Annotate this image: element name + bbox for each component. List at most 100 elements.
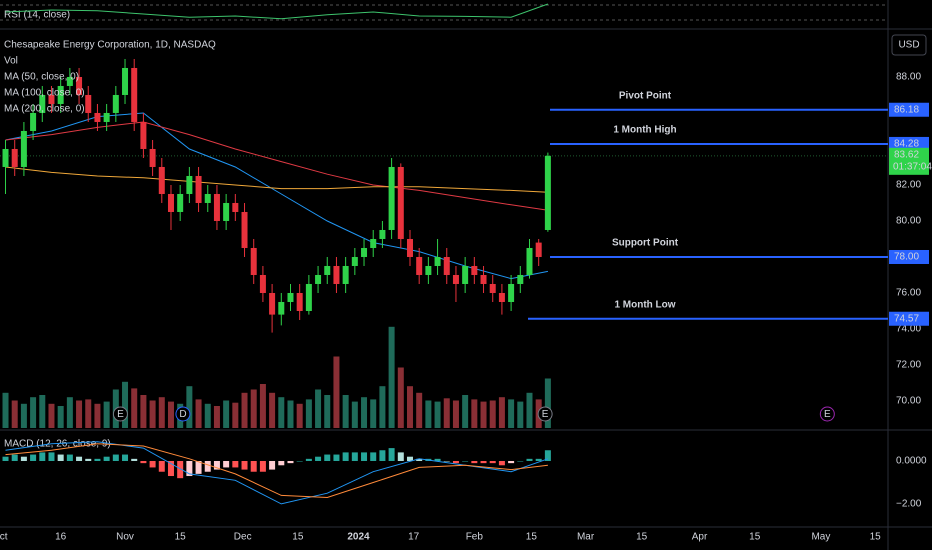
candle-body <box>489 283 496 293</box>
candle-body <box>333 265 340 284</box>
volume-bar <box>140 395 147 428</box>
macd-histogram <box>452 460 459 464</box>
candle-body <box>278 301 285 315</box>
x-tick-label: 15 <box>175 532 187 543</box>
candle-body <box>11 148 18 167</box>
volume-bar <box>259 384 266 428</box>
candle-body <box>57 85 64 104</box>
candle-body <box>351 256 358 266</box>
candle-body <box>342 265 349 284</box>
candle-body <box>296 292 303 311</box>
candle-body <box>498 292 505 302</box>
volume-bar <box>48 403 55 428</box>
y-tick-label: 70.00 <box>896 396 921 407</box>
level-name: Pivot Point <box>619 90 672 101</box>
macd-tick-label: −2.00 <box>896 499 922 510</box>
volume-bar <box>66 397 73 428</box>
level-price-label: 86.18 <box>894 104 919 115</box>
volume-bar <box>167 401 174 428</box>
macd-histogram <box>489 460 496 464</box>
x-tick-label: Nov <box>116 532 134 543</box>
event-label: E <box>542 409 549 420</box>
macd-histogram <box>370 452 377 461</box>
candle-body <box>462 265 469 284</box>
currency[interactable]: USD <box>898 40 919 51</box>
macd-histogram <box>11 454 18 461</box>
volume-bar <box>195 399 202 428</box>
candle-body <box>39 94 46 113</box>
macd-histogram <box>213 460 220 470</box>
macd-histogram <box>517 460 524 462</box>
candle-body <box>480 274 487 284</box>
signal-line <box>5 443 548 499</box>
candle-body <box>526 247 533 275</box>
macd-histogram <box>508 460 515 464</box>
macd-histogram <box>471 460 478 464</box>
level-price-label: 74.57 <box>894 313 919 324</box>
candle-body <box>544 155 551 230</box>
macd-histogram <box>361 452 368 461</box>
volume-bar <box>351 401 358 428</box>
y-tick-label: 88.00 <box>896 72 921 83</box>
volume-bar <box>434 401 441 428</box>
volume-bar <box>452 400 459 428</box>
volume-bar <box>296 403 303 428</box>
candle-body <box>425 265 432 275</box>
macd-histogram <box>2 456 9 461</box>
candle-body <box>186 175 193 194</box>
x-tick-label: ct <box>0 532 8 543</box>
volume-bar <box>131 388 138 428</box>
candle-body <box>269 292 276 315</box>
event-label: E <box>824 409 831 420</box>
macd-histogram <box>39 452 46 461</box>
macd-histogram <box>351 452 358 461</box>
volume-bar <box>462 395 469 428</box>
macd-histogram <box>434 458 441 461</box>
candle-body <box>85 94 92 113</box>
volume-bar <box>11 400 18 428</box>
candle-body <box>406 238 413 257</box>
level-price-box <box>889 249 929 264</box>
y-tick-label: 76.00 <box>896 288 921 299</box>
macd-histogram <box>462 460 469 462</box>
macd-histogram <box>342 452 349 461</box>
countdown: 01:37:04 <box>893 161 932 172</box>
macd-histogram <box>416 458 423 461</box>
volume-bar <box>122 381 129 428</box>
macd-histogram <box>177 460 184 479</box>
level-price-box <box>889 311 929 326</box>
last-price-label: 83.62 <box>894 149 919 160</box>
event-marker <box>819 406 835 422</box>
candle-body <box>223 202 230 221</box>
volume-bar <box>57 406 64 428</box>
volume-bar <box>30 397 37 428</box>
volume-bar <box>20 403 27 428</box>
macd-histogram <box>94 458 101 461</box>
currency-button[interactable] <box>891 34 927 56</box>
candle-body <box>388 166 395 230</box>
x-tick-label: 15 <box>749 532 761 543</box>
volume-bar <box>324 395 331 428</box>
x-tick-label: 15 <box>292 532 304 543</box>
macd-histogram <box>379 450 386 461</box>
volume-bar <box>544 378 551 428</box>
candle-body <box>315 274 322 284</box>
candle-body <box>535 242 542 257</box>
volume-bar <box>416 392 423 428</box>
volume-bar <box>370 399 377 428</box>
candle-body <box>158 166 165 194</box>
level-name: Support Point <box>612 238 679 249</box>
volume-bar <box>361 397 368 428</box>
volume-bar <box>223 400 230 428</box>
candle-body <box>443 256 450 275</box>
candle-body <box>131 67 138 122</box>
candle-body <box>305 283 312 311</box>
macd-histogram <box>287 460 294 464</box>
candle-body <box>370 238 377 248</box>
y-tick-label: 80.00 <box>896 216 921 227</box>
macd-histogram <box>480 460 487 464</box>
volume-bar <box>388 326 395 428</box>
level-price-box <box>889 102 929 117</box>
macd-histogram <box>20 456 27 461</box>
